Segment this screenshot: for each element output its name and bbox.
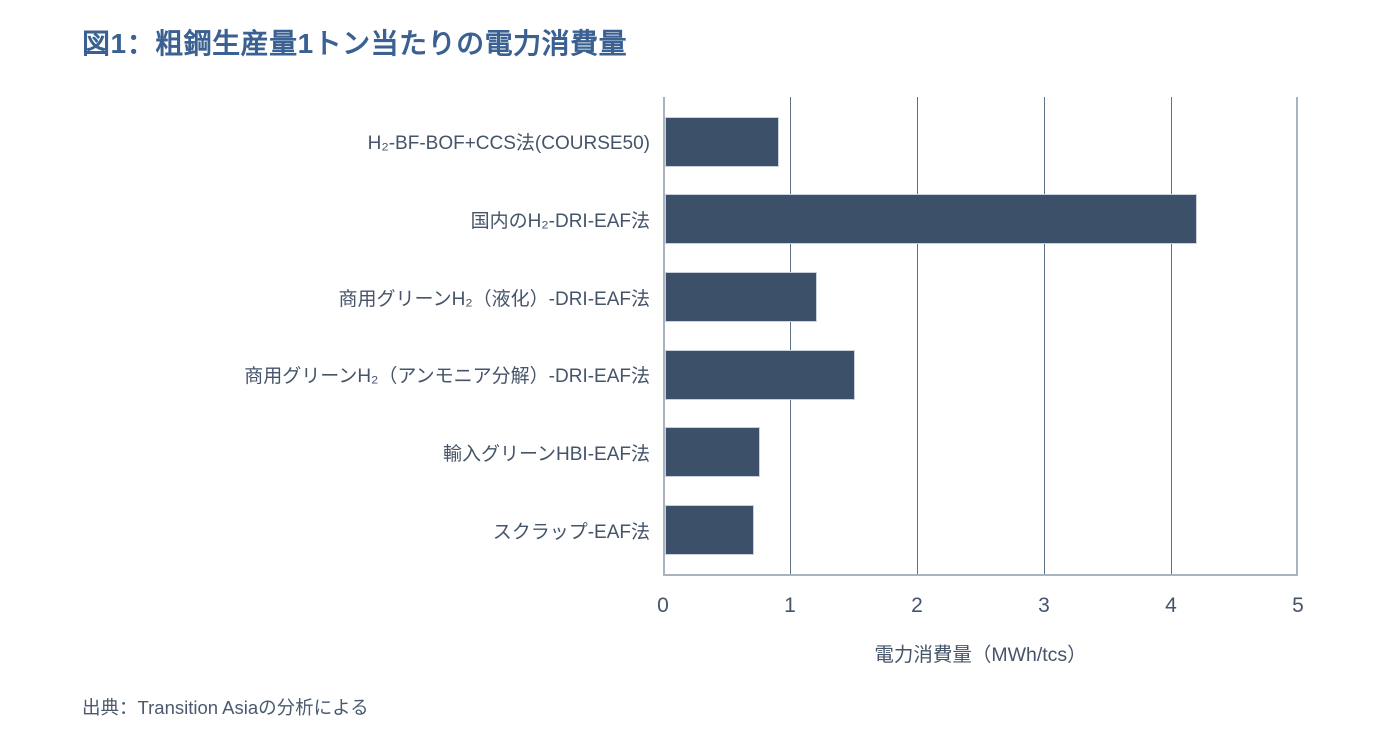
category-label: 商用グリーンH₂（液化）-DRI-EAF法 (338, 288, 650, 310)
bar-row (665, 414, 1298, 492)
x-tick-label: 0 (657, 594, 669, 617)
plot-right-border (1296, 97, 1298, 575)
x-tick-label: 2 (911, 594, 923, 617)
bar (665, 427, 760, 478)
x-tick-label: 5 (1292, 594, 1304, 617)
y-axis-line (663, 97, 665, 575)
bar-rows (665, 103, 1298, 569)
x-axis-line (663, 574, 1298, 576)
category-label: H₂-BF-BOF+CCS法(COURSE50) (367, 133, 650, 155)
x-axis-label: 電力消費量（MWh/tcs） (874, 644, 1087, 666)
x-tick-label: 3 (1038, 594, 1050, 617)
bar-row (665, 103, 1298, 181)
source-note: 出典：Transition Asiaの分析による (82, 697, 369, 718)
bar (665, 194, 1197, 245)
gridline (1171, 97, 1172, 575)
chart-title: 図1：粗鋼生産量1トン当たりの電力消費量 (82, 28, 628, 59)
bar (665, 116, 779, 167)
plot-area (663, 97, 1298, 576)
x-tick-label: 1 (784, 594, 796, 617)
bar-row (665, 258, 1298, 336)
bar-row (665, 336, 1298, 414)
category-label: 商用グリーンH₂（アンモニア分解）-DRI-EAF法 (244, 366, 650, 388)
category-label: 国内のH₂-DRI-EAF法 (470, 210, 650, 232)
category-label: 輸入グリーンHBI-EAF法 (442, 443, 650, 465)
bar (665, 272, 817, 323)
gridline (917, 97, 918, 575)
category-label: スクラップ-EAF法 (492, 521, 650, 543)
category-labels: H₂-BF-BOF+CCS法(COURSE50) 国内のH₂-DRI-EAF法商用… (70, 103, 650, 569)
x-ticks: 0 1 2 3 4 5 (657, 594, 1304, 624)
x-tick-label: 4 (1165, 594, 1177, 617)
bar (665, 505, 754, 556)
bar-row (665, 491, 1298, 569)
gridline (1044, 97, 1045, 575)
bar-row (665, 181, 1298, 259)
bar (665, 349, 855, 400)
gridline (790, 97, 791, 575)
